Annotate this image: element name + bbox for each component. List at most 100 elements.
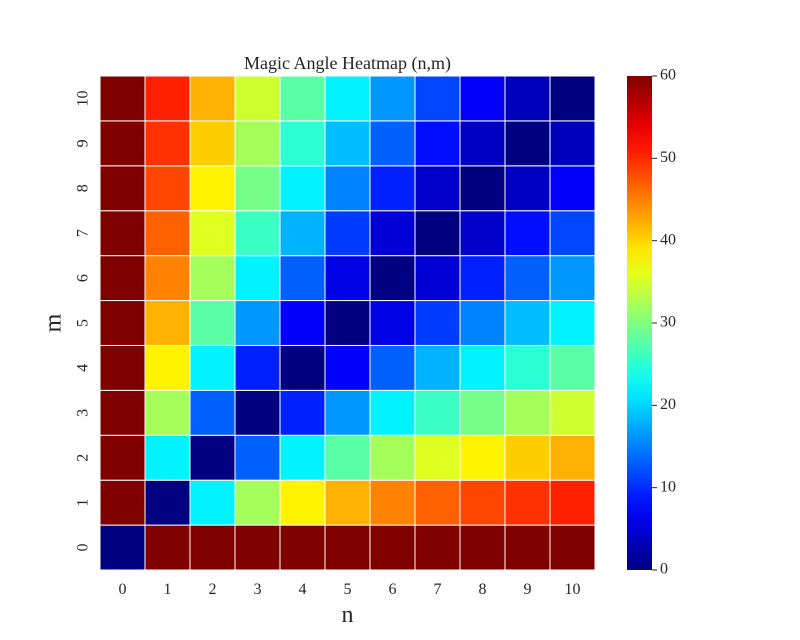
heatmap-cell-n0-m2 <box>99 434 146 481</box>
heatmap-cell-n4-m2 <box>279 434 326 481</box>
heatmap-cell-n6-m7 <box>369 210 416 257</box>
x-tick-label: 8 <box>479 581 487 598</box>
heatmap-cell-n1-m4 <box>144 344 191 391</box>
heatmap-cell-n0-m4 <box>99 344 146 391</box>
heatmap-cell-n3-m2 <box>234 434 281 481</box>
x-tick-label: 2 <box>209 581 217 598</box>
y-tick-label: 10 <box>75 90 92 106</box>
heatmap-cell-n10-m7 <box>549 210 596 257</box>
heatmap-cell-n0-m9 <box>99 120 146 167</box>
heatmap-cell-n0-m7 <box>99 210 146 257</box>
heatmap-cell-n7-m9 <box>414 120 461 167</box>
heatmap-cell-n8-m2 <box>459 434 506 481</box>
heatmap-cell-n4-m4 <box>279 344 326 391</box>
heatmap-cell-n5-m5 <box>324 300 371 346</box>
heatmap-cell-n4-m10 <box>279 75 326 122</box>
x-tick-label: 9 <box>524 581 532 598</box>
heatmap-cell-n3-m7 <box>234 210 281 257</box>
heatmap-cell-n2-m0 <box>189 524 236 571</box>
heatmap-cell-n9-m2 <box>504 434 551 481</box>
heatmap-cell-n5-m8 <box>324 165 371 212</box>
heatmap-cell-n2-m8 <box>189 165 236 212</box>
heatmap-cell-n6-m3 <box>369 389 416 436</box>
y-axis-label: m <box>41 313 67 332</box>
heatmap-cell-n2-m5 <box>189 300 236 346</box>
heatmap-cell-n2-m9 <box>189 120 236 167</box>
heatmap-cell-n5-m9 <box>324 120 371 167</box>
heatmap-cell-n9-m9 <box>504 120 551 167</box>
heatmap-cell-n5-m2 <box>324 434 371 481</box>
heatmap-cell-n4-m1 <box>279 479 326 526</box>
heatmap-cell-n4-m5 <box>279 300 326 346</box>
heatmap-cell-n3-m10 <box>234 75 281 122</box>
heatmap-cell-n1-m8 <box>144 165 191 212</box>
y-tick-label: 9 <box>75 139 92 147</box>
heatmap-cell-n3-m4 <box>234 344 281 391</box>
heatmap-cell-n3-m8 <box>234 165 281 212</box>
y-tick-label: 6 <box>75 274 92 282</box>
heatmap-cell-n9-m7 <box>504 210 551 257</box>
heatmap-cell-n8-m4 <box>459 344 506 391</box>
colorbar-tick-label: 40 <box>660 231 676 248</box>
heatmap-cell-n4-m8 <box>279 165 326 212</box>
heatmap-cell-n1-m5 <box>144 300 191 346</box>
colorbar-tick-label: 30 <box>660 314 676 331</box>
heatmap-cell-n9-m4 <box>504 344 551 391</box>
heatmap-cell-n7-m3 <box>414 389 461 436</box>
heatmap-cell-n0-m0 <box>99 524 146 571</box>
heatmap-cell-n8-m7 <box>459 210 506 257</box>
heatmap-cell-n9-m8 <box>504 165 551 212</box>
heatmap-cell-n1-m3 <box>144 389 191 436</box>
heatmap-cell-n1-m0 <box>144 524 191 571</box>
heatmap-cells <box>99 75 596 571</box>
heatmap-cell-n10-m8 <box>549 165 596 212</box>
heatmap-cell-n5-m4 <box>324 344 371 391</box>
colorbar-tick-label: 50 <box>660 149 676 166</box>
heatmap-cell-n4-m0 <box>279 524 326 571</box>
heatmap-cell-n0-m6 <box>99 255 146 302</box>
x-tick-labels: 0 1 2 3 4 5 6 7 8 9 10 <box>119 581 581 598</box>
colorbar-tick-label: 20 <box>660 396 676 413</box>
heatmap-cell-n10-m5 <box>549 300 596 346</box>
y-tick-label: 4 <box>75 364 92 372</box>
heatmap-cell-n9-m5 <box>504 300 551 346</box>
heatmap-cell-n9-m10 <box>504 75 551 122</box>
heatmap-cell-n10-m9 <box>549 120 596 167</box>
heatmap-cell-n6-m8 <box>369 165 416 212</box>
y-tick-label: 1 <box>75 499 92 507</box>
heatmap-cell-n10-m10 <box>549 75 596 122</box>
x-tick-label: 0 <box>119 581 127 598</box>
heatmap-cell-n5-m7 <box>324 210 371 257</box>
y-tick-labels: 0 1 2 3 4 5 6 7 8 9 10 <box>75 90 92 551</box>
colorbar-tick-label: 60 <box>660 67 676 84</box>
heatmap-cell-n8-m9 <box>459 120 506 167</box>
heatmap-cell-n4-m6 <box>279 255 326 302</box>
heatmap-cell-n3-m0 <box>234 524 281 571</box>
y-tick-label: 5 <box>75 319 92 327</box>
heatmap-cell-n8-m10 <box>459 75 506 122</box>
heatmap-cell-n2-m6 <box>189 255 236 302</box>
x-tick-label: 7 <box>434 581 442 598</box>
x-tick-label: 6 <box>389 581 397 598</box>
heatmap-cell-n6-m2 <box>369 434 416 481</box>
y-tick-label: 8 <box>75 184 92 192</box>
heatmap-cell-n0-m1 <box>99 479 146 526</box>
heatmap-cell-n0-m8 <box>99 165 146 212</box>
heatmap-cell-n1-m2 <box>144 434 191 481</box>
heatmap-cell-n1-m9 <box>144 120 191 167</box>
heatmap-cell-n7-m10 <box>414 75 461 122</box>
heatmap-cell-n3-m9 <box>234 120 281 167</box>
heatmap-cell-n4-m3 <box>279 389 326 436</box>
heatmap-cell-n2-m3 <box>189 389 236 436</box>
heatmap-cell-n0-m10 <box>99 75 146 122</box>
heatmap-cell-n7-m1 <box>414 479 461 526</box>
heatmap-cell-n8-m3 <box>459 389 506 436</box>
heatmap-cell-n8-m1 <box>459 479 506 526</box>
colorbar-tick-label: 10 <box>660 478 676 495</box>
heatmap-cell-n5-m3 <box>324 389 371 436</box>
heatmap-cell-n8-m5 <box>459 300 506 346</box>
heatmap-cell-n7-m5 <box>414 300 461 346</box>
y-tick-label: 7 <box>75 229 92 237</box>
heatmap-cell-n7-m2 <box>414 434 461 481</box>
